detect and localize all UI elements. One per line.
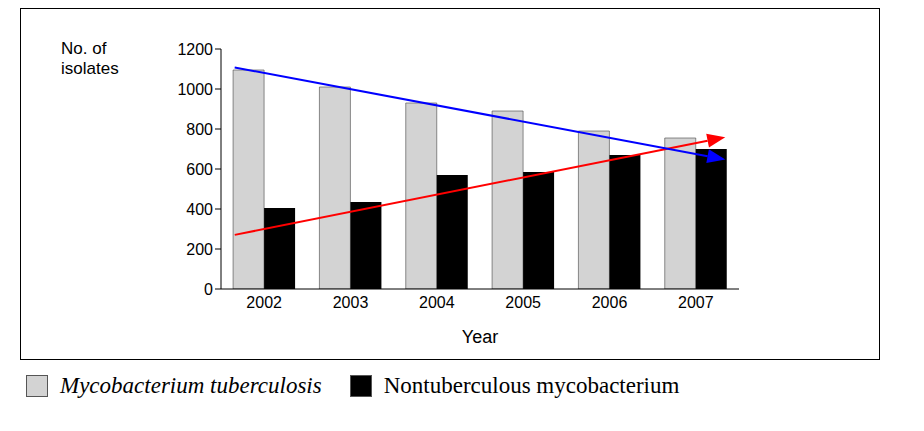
svg-text:2007: 2007 <box>678 294 714 311</box>
svg-text:1200: 1200 <box>177 41 213 58</box>
html-text:Mycobacterium tuberculosis: Mycobacterium tuberculosis <box>60 373 322 398</box>
svg-text:2005: 2005 <box>505 294 541 311</box>
svg-text:1000: 1000 <box>177 81 213 98</box>
html-text:Nontuberculous mycobacterium: Nontuberculous mycobacterium <box>383 373 680 398</box>
svg-text:2003: 2003 <box>333 294 369 311</box>
svg-text:0: 0 <box>204 281 213 298</box>
svg-text:2006: 2006 <box>592 294 628 311</box>
svg-text:400: 400 <box>186 201 213 218</box>
svg-text:2002: 2002 <box>246 294 282 311</box>
svg-text:800: 800 <box>186 121 213 138</box>
html-text:No. of isolates: No. of isolates <box>61 39 119 78</box>
svg-text:600: 600 <box>186 161 213 178</box>
svg-text:200: 200 <box>186 241 213 258</box>
svg-text:Year: Year <box>462 327 498 347</box>
svg-text:2004: 2004 <box>419 294 455 311</box>
